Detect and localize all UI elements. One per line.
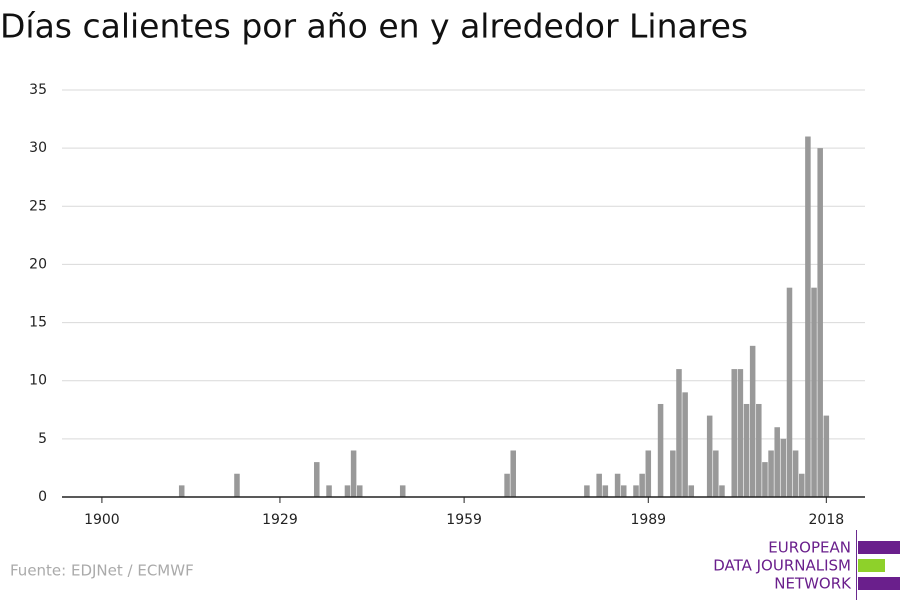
bar [510,450,516,497]
bar [749,345,756,497]
y-tick-label: 5 [38,431,47,447]
bar [504,473,510,497]
logo-text: DATA JOURNALISM [713,557,851,575]
bar [178,485,185,497]
logo-bar [858,541,900,554]
bar [682,392,688,497]
y-tick-label: 20 [29,256,47,272]
bar [799,473,805,497]
bar [688,485,695,497]
bar [805,136,811,497]
bar [633,485,639,497]
x-tick-label: 1959 [446,512,482,528]
x-tick-label: 1900 [84,512,120,528]
bar [356,485,363,497]
source: Fuente: EDJNet / ECMWF [10,562,194,580]
logo-bar [858,559,885,572]
logo-bar [858,577,900,590]
bar [620,485,627,497]
bar [774,427,780,497]
bar [399,485,406,497]
bar [811,287,817,497]
bar [234,473,240,497]
bar [823,415,830,497]
bar [706,415,713,497]
bar [350,450,357,497]
bar [737,369,744,497]
bar [596,473,602,497]
bar [344,485,351,497]
bar [756,403,762,497]
bar [326,485,332,497]
bar [719,485,725,497]
logo-text: EUROPEAN [768,539,851,557]
bar [713,450,719,497]
bar [792,450,799,497]
y-tick-label: 35 [29,82,47,98]
y-tick-label: 0 [38,489,47,505]
x-tick-label: 1929 [262,512,298,528]
bar [670,450,676,497]
bar [657,403,664,497]
bar [817,148,823,497]
chart-title: Días calientes por año en y alrededor Li… [0,7,748,46]
bar [602,485,609,497]
bar [584,485,590,497]
y-tick-label: 15 [29,315,47,331]
x-tick-label: 1989 [630,512,666,528]
y-tick-label: 10 [29,373,47,389]
bar [614,473,621,497]
bar [762,462,768,497]
y-tick-label: 25 [29,198,47,214]
x-tick-label: 2018 [809,512,845,528]
bar [314,462,320,497]
bar [768,450,774,497]
bar [676,369,682,497]
bar [645,450,652,497]
bar [780,438,787,497]
bar [639,473,645,497]
bar [786,287,793,497]
bar [743,403,750,497]
bar [731,369,737,497]
y-tick-label: 30 [29,140,47,156]
logo-text: NETWORK [774,575,852,593]
